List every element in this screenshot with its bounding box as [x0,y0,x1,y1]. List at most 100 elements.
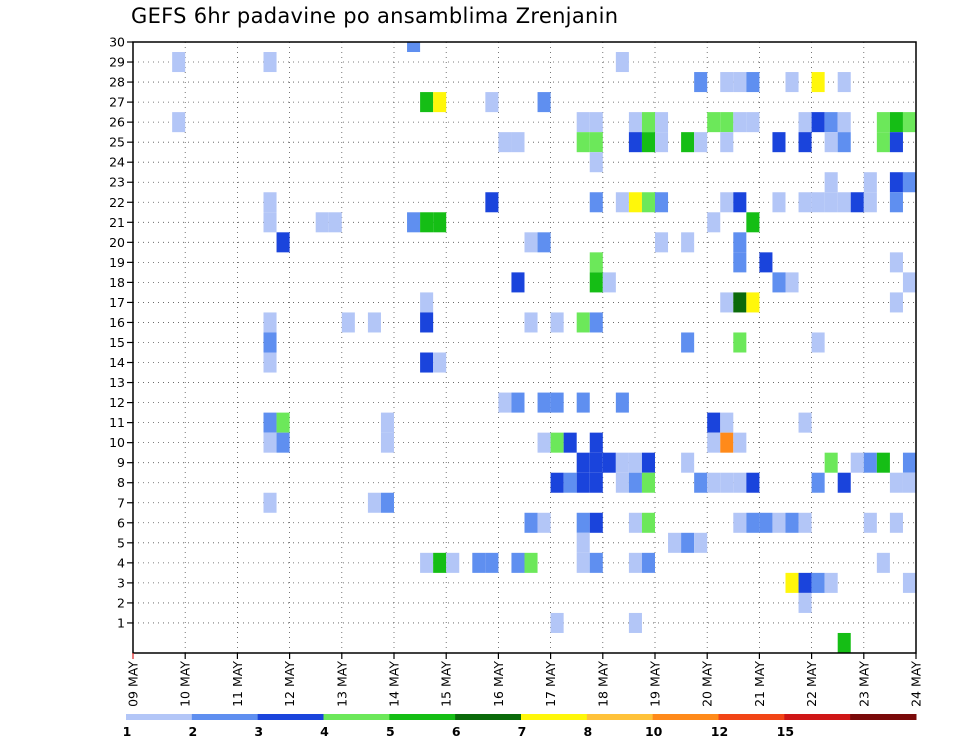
data-cell [537,512,551,533]
data-cell [902,112,916,133]
data-cell [681,232,695,253]
colorbar-segment [784,714,851,720]
data-cell [681,332,695,353]
data-cell [798,132,812,153]
data-cell [524,312,538,333]
data-cell [811,192,825,213]
data-cell [263,52,277,73]
data-cell [876,452,890,473]
data-cell [446,552,460,573]
data-cell [263,492,277,513]
data-cell [485,92,499,113]
data-cell [589,252,603,273]
data-cell [589,152,603,173]
x-tick-label: 13 MAY [334,661,349,707]
y-tick-label: 5 [117,535,125,550]
data-cell [576,392,590,413]
y-tick-label: 25 [109,135,125,150]
data-cell [367,492,381,513]
data-cell [628,472,642,493]
colorbar-segment [521,714,588,720]
data-cell [550,612,564,633]
data-cell [433,352,447,373]
colorbar-label: 3 [254,724,263,739]
data-cell [615,392,629,413]
colorbar-segment [191,714,259,720]
y-tick-label: 15 [109,335,125,350]
y-tick-label: 21 [109,215,125,230]
data-cell [263,192,277,213]
data-cell [433,212,447,233]
data-cell [772,272,786,293]
x-tick-label: 21 MAY [752,661,767,707]
colorbar-label: 2 [188,724,197,739]
data-cell [798,512,812,533]
y-tick-label: 2 [117,595,125,610]
x-tick-label: 16 MAY [491,661,506,707]
data-cell [589,452,603,473]
data-cell [785,72,799,93]
data-cell [824,172,838,193]
data-cell [733,472,747,493]
data-cell [615,452,629,473]
data-cell [824,192,838,213]
data-cell [576,472,590,493]
data-cell [876,552,890,573]
data-cell [628,112,642,133]
colorbar-segment [850,714,917,720]
data-cell [511,132,525,153]
data-cell [889,132,903,153]
data-cell [902,472,916,493]
data-cell [746,72,760,93]
y-tick-label: 27 [109,95,125,110]
data-cell [172,52,186,73]
data-cell [641,112,655,133]
data-cell [589,312,603,333]
data-cell [655,232,669,253]
data-cell [824,132,838,153]
colorbar-label: 8 [583,724,592,739]
data-cell [746,112,760,133]
data-cell [889,292,903,313]
y-tick-label: 4 [117,555,125,570]
data-cell [850,452,864,473]
y-tick-label: 17 [109,295,125,310]
data-cell [707,212,721,233]
colorbar-segment [389,714,456,720]
data-cell [772,132,786,153]
data-cell [668,532,682,553]
data-cell [276,232,290,253]
data-cell [889,472,903,493]
data-cell [498,392,512,413]
data-cell [420,92,434,113]
data-cell [772,512,786,533]
colorbar-segment [652,714,719,720]
data-cell [563,432,577,453]
data-cell [746,292,760,313]
data-cell [837,472,851,493]
data-cell [263,332,277,353]
data-cell [785,272,799,293]
data-cell [628,612,642,633]
colorbar-label: 12 [711,724,728,739]
data-cell [576,552,590,573]
data-cell [733,332,747,353]
data-cell [798,192,812,213]
data-cell [720,192,734,213]
data-cell [628,452,642,473]
x-tick-label: 12 MAY [282,661,297,707]
data-cell [537,432,551,453]
data-cell [172,112,186,133]
data-cell [798,412,812,433]
data-cell [367,312,381,333]
data-cell [707,472,721,493]
y-tick-label: 10 [109,435,125,450]
data-cell [576,452,590,473]
data-cell [694,132,708,153]
data-cell [720,72,734,93]
x-tick-label: 09 MAY [126,661,141,707]
y-tick-label: 16 [109,315,125,330]
data-cell [824,112,838,133]
x-tick-label: 20 MAY [700,661,715,707]
